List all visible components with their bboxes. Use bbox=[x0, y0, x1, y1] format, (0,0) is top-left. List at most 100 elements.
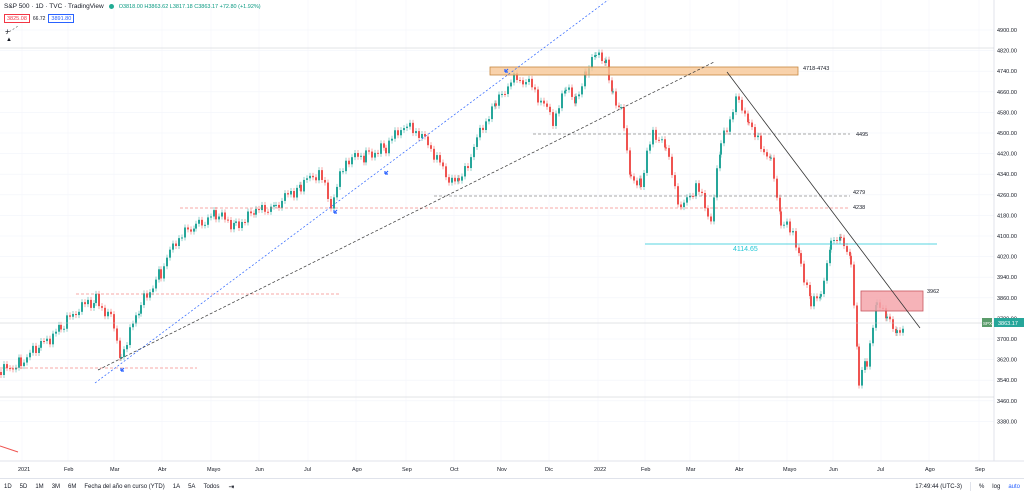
time-tick-label: Dic bbox=[545, 467, 553, 473]
candle-body bbox=[129, 327, 131, 346]
candle-body bbox=[342, 171, 344, 173]
timeframe-5d[interactable]: 5D bbox=[19, 483, 28, 490]
auto-toggle[interactable]: auto bbox=[1008, 483, 1020, 490]
candle-body bbox=[227, 219, 229, 221]
candle-body bbox=[611, 80, 613, 92]
timeframe-5a[interactable]: 5A bbox=[188, 483, 196, 490]
candle-body bbox=[565, 89, 567, 91]
timeframe-3m[interactable]: 3M bbox=[51, 483, 61, 490]
label-4718-4743: 4718-4743 bbox=[803, 66, 829, 72]
candle-body bbox=[49, 338, 51, 345]
timeframe-1a[interactable]: 1A bbox=[172, 483, 181, 490]
candle-body bbox=[218, 216, 220, 220]
candle-body bbox=[270, 206, 272, 212]
candle-body bbox=[664, 139, 666, 148]
candle-body bbox=[575, 96, 577, 104]
candle-body bbox=[803, 263, 805, 283]
buy-button[interactable]: 3891.80 bbox=[48, 14, 75, 23]
candle-body bbox=[321, 170, 323, 181]
candle-body bbox=[336, 186, 338, 198]
candle-body bbox=[601, 52, 603, 62]
candle-body bbox=[677, 186, 679, 205]
candle-body bbox=[649, 144, 651, 151]
candle-body bbox=[806, 282, 808, 285]
candle-body bbox=[674, 175, 676, 187]
candle-body bbox=[312, 175, 314, 178]
candle-body bbox=[726, 130, 728, 132]
symbol-tag bbox=[982, 318, 992, 327]
candle-body bbox=[598, 52, 600, 56]
candle-body bbox=[833, 239, 835, 241]
candle-body bbox=[253, 213, 255, 215]
candle-body bbox=[296, 187, 298, 198]
candle-body bbox=[549, 106, 551, 113]
timeframe-1m[interactable]: 1M bbox=[35, 483, 44, 490]
price-tick-label: 3460.00 bbox=[997, 399, 1017, 405]
timeframe-all[interactable]: Todos bbox=[203, 483, 220, 490]
label-4114: 4114.65 bbox=[733, 246, 758, 253]
candle-body bbox=[138, 313, 140, 316]
time-axis[interactable]: 2021 Feb Mar Abr Mayo Jun Jul Ago Sep Oct Nov Dic 20… bbox=[18, 467, 985, 473]
candle-body bbox=[15, 367, 17, 370]
candle-body bbox=[470, 157, 472, 169]
candle-body bbox=[12, 368, 14, 370]
timeframe-6m[interactable]: 6M bbox=[68, 483, 77, 490]
candle-body bbox=[273, 205, 275, 207]
candle-body bbox=[98, 293, 100, 307]
plus-icon[interactable]: + bbox=[5, 27, 10, 36]
candle-body bbox=[501, 93, 503, 95]
candle-body bbox=[0, 372, 2, 375]
time-tick-label: Jun bbox=[255, 467, 264, 473]
symbol-title[interactable]: S&P 500 · 1D · TVC · TradingView bbox=[4, 3, 104, 10]
candle-body bbox=[330, 198, 332, 209]
timeframe-1d[interactable]: 1D bbox=[4, 483, 12, 490]
candle-body bbox=[38, 347, 40, 353]
candle-body bbox=[892, 319, 894, 329]
candle-body bbox=[93, 303, 95, 308]
log-toggle[interactable]: log bbox=[992, 483, 1001, 490]
candle-body bbox=[400, 130, 402, 136]
collapse-arrow-icon[interactable]: ▲ bbox=[6, 37, 12, 43]
candle-body bbox=[300, 184, 302, 192]
candle-body bbox=[445, 166, 447, 178]
candle-body bbox=[899, 330, 901, 333]
candle-body bbox=[110, 311, 112, 315]
candle-body bbox=[692, 195, 694, 197]
candle-body bbox=[578, 94, 580, 97]
candle-body bbox=[732, 112, 734, 120]
time-tick-label: Mayo bbox=[783, 467, 796, 473]
time-tick-label: Jul bbox=[877, 467, 884, 473]
candle-body bbox=[318, 170, 320, 181]
candle-body bbox=[448, 177, 450, 183]
candle-body bbox=[184, 227, 186, 238]
candle-body bbox=[525, 82, 527, 85]
candle-body bbox=[250, 211, 252, 214]
candle-body bbox=[646, 150, 648, 173]
candle-body bbox=[839, 236, 841, 241]
candle-body bbox=[454, 177, 456, 182]
candle-body bbox=[140, 305, 142, 314]
candle-body bbox=[555, 113, 557, 126]
percent-toggle[interactable]: % bbox=[978, 483, 985, 490]
timeframe-ytd[interactable]: Fecha del año en curso (YTD) bbox=[84, 483, 165, 490]
clock-time[interactable]: 17:49:44 (UTC-3) bbox=[915, 483, 962, 490]
candle-body bbox=[766, 152, 768, 157]
price-axis[interactable]: 4900.00 4820.00 4740.00 4660.00 4580.00 4500.… bbox=[997, 28, 1017, 425]
candle-body bbox=[776, 178, 778, 198]
candle-body bbox=[244, 221, 246, 223]
candle-body bbox=[224, 212, 226, 220]
candle-body bbox=[113, 314, 115, 329]
price-tick-label: 4260.00 bbox=[997, 193, 1017, 199]
price-tick-label: 4900.00 bbox=[997, 28, 1017, 34]
candle-body bbox=[424, 134, 426, 137]
sell-button[interactable]: 3825.08 bbox=[4, 14, 30, 23]
calendar-range-icon[interactable]: ⇥ bbox=[228, 483, 235, 491]
candle-body bbox=[201, 219, 203, 226]
candle-body bbox=[488, 119, 490, 122]
candle-body bbox=[52, 333, 54, 345]
candle-body bbox=[123, 349, 125, 357]
candle-body bbox=[126, 345, 128, 350]
price-tick-label: 4180.00 bbox=[997, 213, 1017, 219]
candle-body bbox=[819, 296, 821, 299]
